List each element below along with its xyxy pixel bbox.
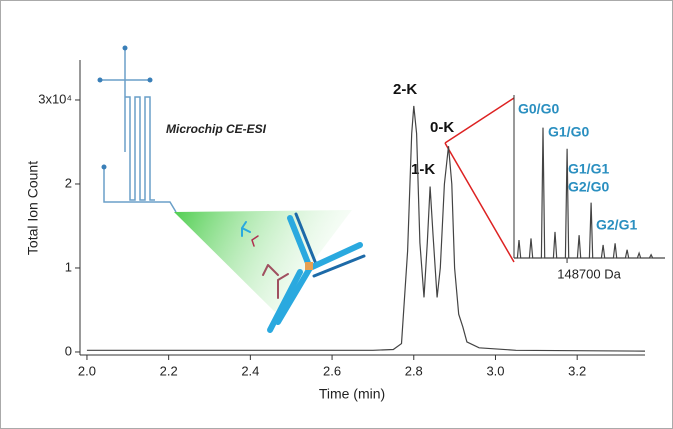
y-tick-label: 2 <box>65 175 72 190</box>
x-tick-label: 2.4 <box>241 363 259 378</box>
x-tick-label: 148700 Da <box>557 266 621 281</box>
inset-label: G1/G1 <box>568 161 609 177</box>
diagram-label: Microchip CE-ESI <box>166 122 267 136</box>
y-axis-title: Total Ion Count <box>25 161 41 255</box>
x-tick-label: 2.8 <box>405 363 423 378</box>
y-tick-label: 1 <box>65 259 72 274</box>
y-tick-label: 3x10⁴ <box>38 91 72 106</box>
zoom-lines <box>444 97 515 263</box>
x-tick-label: 2.0 <box>78 363 96 378</box>
trace <box>86 105 646 352</box>
x-tick-label: 3.0 <box>486 363 504 378</box>
inset-label: G0/G0 <box>518 101 559 117</box>
peak-label: 0-K <box>430 119 454 136</box>
peak-label: 2-K <box>393 81 417 98</box>
x-axis-title: Time (min) <box>319 386 385 402</box>
chip-diagram <box>100 48 177 213</box>
x-tick-label: 3.2 <box>568 363 586 378</box>
chip-ports <box>97 45 153 170</box>
x-tick-label: 2.2 <box>160 363 178 378</box>
inset-label: G1/G0 <box>548 124 589 140</box>
inset-label: G2/G0 <box>568 179 609 195</box>
inset-label: G2/G1 <box>596 217 637 233</box>
peak-label: 1-K <box>411 161 435 178</box>
antibody <box>241 212 366 333</box>
spray-cone <box>174 210 352 312</box>
trace <box>514 127 665 259</box>
y-tick-label: 0 <box>65 343 72 358</box>
x-tick-label: 2.6 <box>323 363 341 378</box>
